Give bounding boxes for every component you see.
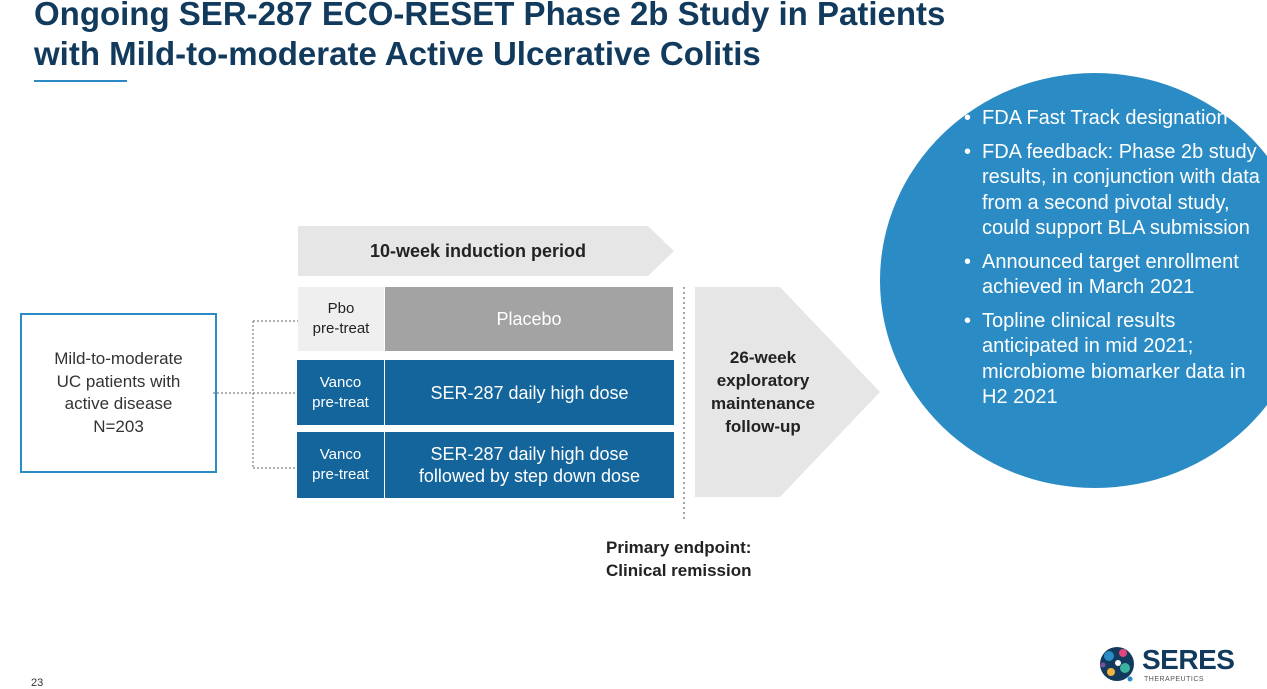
induction-period-label: 10-week induction period	[369, 241, 587, 261]
arm-treatment-label: SER-287 daily high dose	[430, 382, 629, 403]
arm-connector-lines	[213, 320, 299, 469]
arm-pretreat-step-down: Vanco pre-treat	[297, 432, 384, 498]
patient-population-box: Mild-to-moderate UC patients with active…	[20, 313, 217, 473]
maintenance-period-text: 26-week exploratory maintenance follow-u…	[711, 348, 815, 436]
key-point-text: FDA feedback: Phase 2b study results, in…	[982, 140, 1260, 240]
bullet-icon: •	[964, 309, 972, 332]
bullet-icon: •	[964, 140, 972, 163]
key-point-text: FDA Fast Track designation	[982, 107, 1228, 129]
key-point-item: • Topline clinical results anticipated in…	[962, 309, 1262, 411]
arm-pretreat-label: Pbo pre-treat	[312, 300, 370, 337]
arm-pretreat-label: Vanco pre-treat	[312, 446, 369, 483]
key-points-circle	[880, 73, 1267, 488]
arm-treatment-label: SER-287 daily high dose followed by step…	[418, 444, 641, 486]
key-point-item: • FDA Fast Track designation	[962, 106, 1262, 132]
arm-pretreat-label: Vanco pre-treat	[312, 373, 369, 411]
key-point-text: Topline clinical results anticipated in …	[982, 309, 1246, 409]
induction-arrow-shape	[298, 226, 674, 276]
key-points-list: • FDA Fast Track designation • FDA feedbac…	[962, 106, 1262, 419]
slide-title: Ongoing SER-287 ECO-RESET Phase 2b Study…	[34, 0, 946, 72]
seres-logo-subtitle: THERAPEUTICS	[1144, 676, 1205, 683]
arm-pretreat-high-dose: Vanco pre-treat	[297, 360, 384, 425]
maintenance-period-label: 26-week exploratory maintenance follow-u…	[695, 287, 831, 497]
key-point-item: • Announced target enrollment achieved in…	[962, 250, 1262, 301]
bullet-icon: •	[964, 250, 972, 273]
title-underline	[34, 80, 127, 82]
maintenance-arrow-shape	[695, 287, 880, 497]
arm-treatment-placebo: Placebo	[385, 287, 673, 351]
endpoint-divider-line	[683, 287, 685, 519]
arm-treatment-high-dose: SER-287 daily high dose	[385, 360, 674, 425]
key-point-text: Announced target enrollment achieved in …	[982, 250, 1239, 299]
patient-population-text: Mild-to-moderate UC patients with active…	[54, 349, 183, 436]
seres-logo-icon	[1100, 647, 1134, 682]
seres-logo-wordmark: SERES	[1142, 644, 1235, 675]
arm-treatment-step-down: SER-287 daily high dose followed by step…	[385, 432, 674, 498]
page-number: 23	[31, 677, 44, 689]
key-point-item: • FDA feedback: Phase 2b study results, i…	[962, 140, 1262, 242]
primary-endpoint-label: Primary endpoint: Clinical remission	[606, 538, 752, 580]
arm-pretreat-placebo: Pbo pre-treat	[298, 287, 384, 351]
arm-treatment-label: Placebo	[496, 309, 562, 329]
bullet-icon: •	[964, 107, 972, 129]
